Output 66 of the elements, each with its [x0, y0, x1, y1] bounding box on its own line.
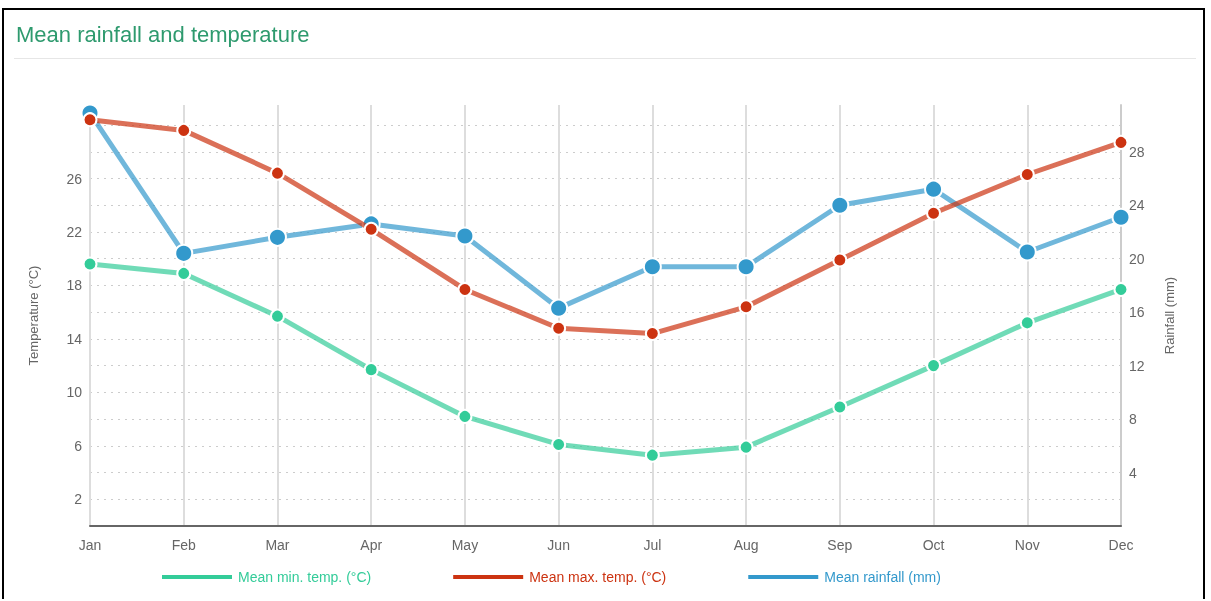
- y2-tick-label: 24: [1129, 197, 1145, 214]
- y-tick-label: 14: [66, 330, 83, 347]
- point: [1017, 242, 1037, 262]
- point: [267, 227, 287, 247]
- point: [1111, 207, 1131, 227]
- y-tick-label: 22: [66, 223, 83, 240]
- y-tick-label: 2: [74, 491, 83, 508]
- point: [551, 436, 567, 452]
- y-tick-label: 10: [66, 384, 83, 401]
- y2-tick-label: 4: [1129, 464, 1137, 481]
- y2-axis-title: Rainfall (mm): [1162, 276, 1177, 355]
- point: [455, 226, 475, 246]
- y2-tick-label: 28: [1129, 143, 1145, 160]
- x-tick-label: Apr: [360, 537, 383, 553]
- x-tick-label: Jan: [78, 537, 102, 553]
- point: [176, 122, 192, 138]
- point: [924, 179, 944, 199]
- point: [174, 243, 194, 263]
- y2-tick-label: 16: [1129, 304, 1145, 321]
- y2-tick-label: 12: [1129, 357, 1145, 374]
- point: [176, 265, 192, 281]
- point: [1019, 167, 1035, 182]
- y-tick-label: 26: [66, 170, 83, 187]
- x-tick-label: Feb: [171, 537, 196, 553]
- point: [457, 408, 473, 424]
- point: [832, 399, 848, 415]
- y-tick-label: 18: [66, 277, 83, 294]
- point: [642, 257, 662, 277]
- y-axis-title: Temperature (°C): [26, 265, 41, 366]
- text: Mean min. temp. (°C): [238, 569, 372, 585]
- point: [644, 447, 660, 463]
- x-tick-label: Jun: [547, 537, 570, 553]
- point: [363, 362, 379, 378]
- point: [736, 257, 756, 277]
- x-tick-label: Nov: [1014, 537, 1040, 553]
- point: [269, 308, 285, 324]
- chart-title: Mean rainfall and temperature: [16, 22, 310, 48]
- point: [82, 112, 98, 128]
- x-tick-label: Oct: [922, 537, 945, 553]
- point: [832, 252, 848, 268]
- point: [644, 326, 660, 342]
- point: [1113, 134, 1129, 150]
- point: [1019, 315, 1035, 331]
- text: Mean max. temp. (°C): [529, 569, 667, 585]
- x-tick-label: Aug: [733, 537, 759, 553]
- point: [926, 358, 942, 374]
- point: [549, 298, 569, 318]
- point: [738, 439, 754, 455]
- y2-tick-label: 20: [1129, 250, 1145, 267]
- point: [926, 205, 942, 221]
- text: Mean rainfall (mm): [824, 569, 941, 585]
- x-tick-label: May: [451, 537, 479, 553]
- y-tick-label: 6: [74, 437, 83, 454]
- x-tick-label: Mar: [265, 537, 290, 553]
- y2-tick-label: 8: [1129, 411, 1137, 428]
- x-tick-label: Dec: [1108, 537, 1134, 553]
- point: [830, 195, 850, 215]
- point: [269, 165, 285, 181]
- x-tick-label: Sep: [827, 537, 853, 553]
- point: [551, 320, 567, 336]
- point: [738, 299, 754, 315]
- point: [457, 281, 473, 297]
- point: [363, 221, 379, 237]
- point: [82, 256, 98, 272]
- point: [1113, 281, 1129, 297]
- x-tick-label: Jul: [643, 537, 662, 553]
